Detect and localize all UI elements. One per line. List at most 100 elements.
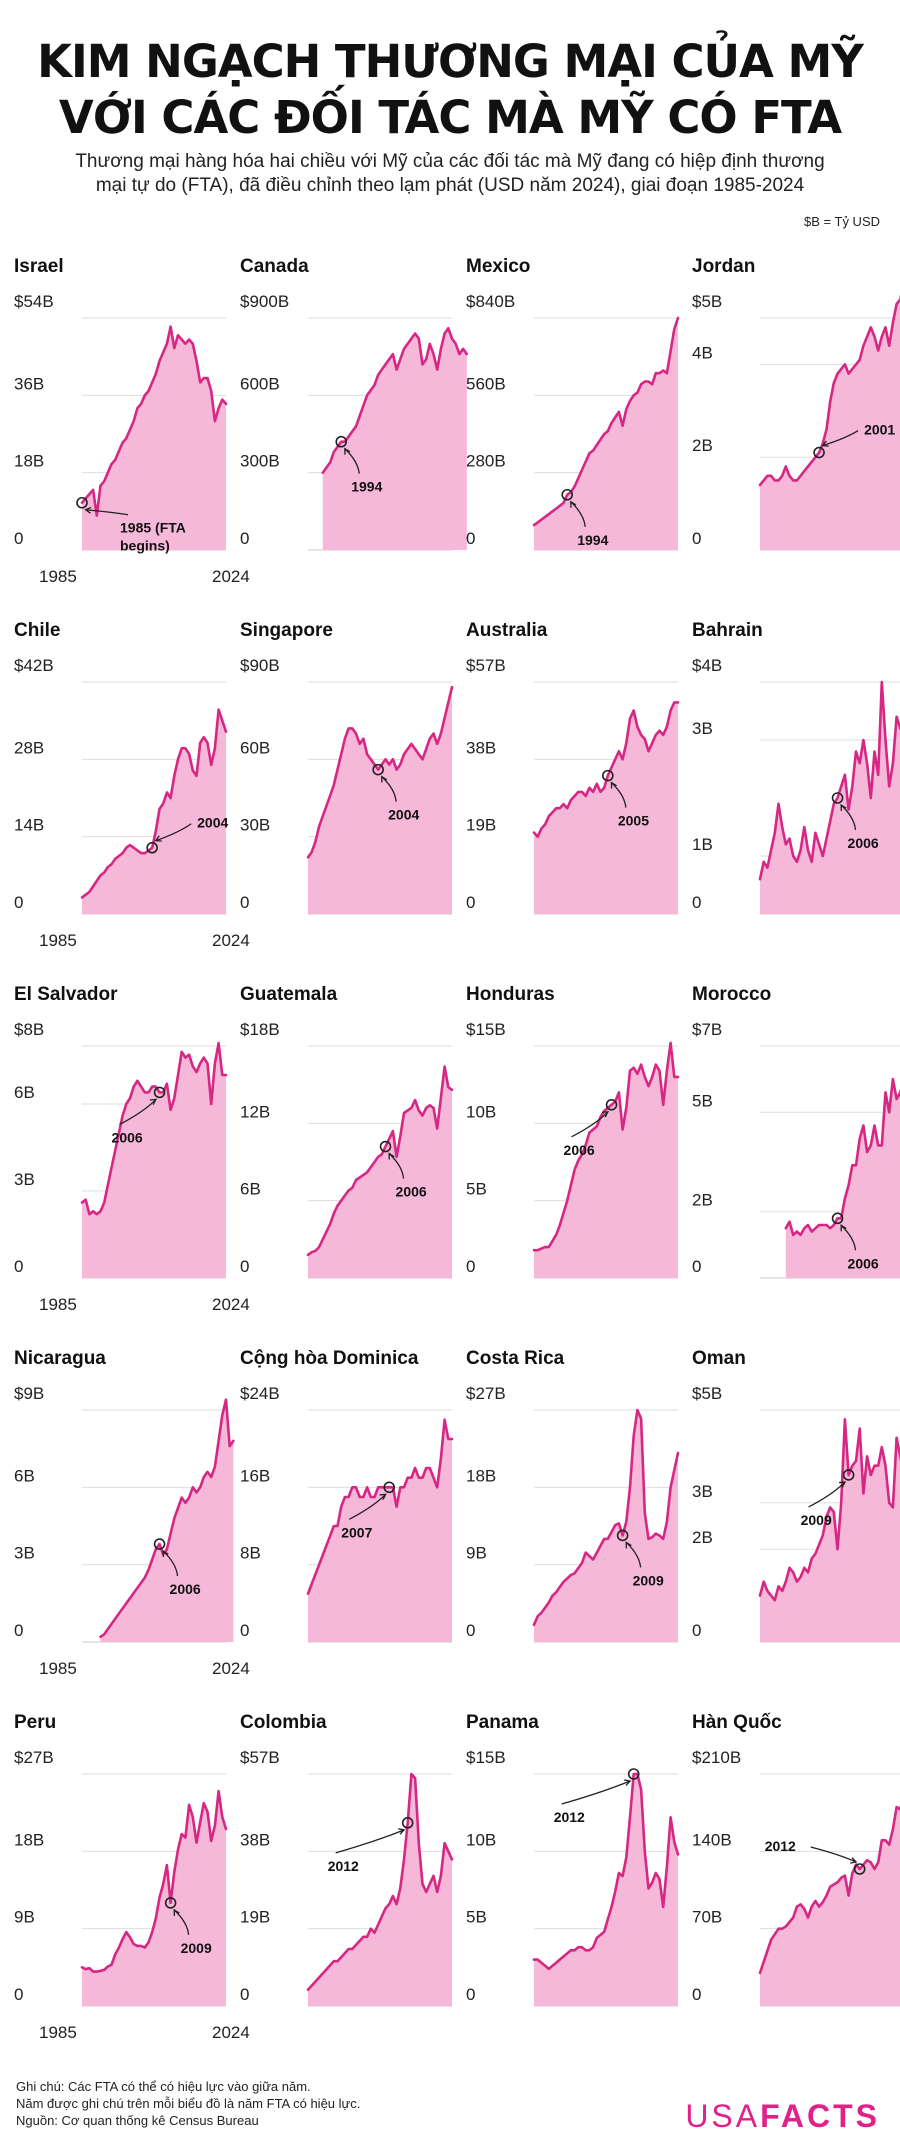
y-tick-label-peru: 18B: [14, 1830, 44, 1849]
y-tick-label-costa-rica: $27B: [466, 1384, 506, 1403]
annotation-arrow-chile: [155, 823, 192, 842]
annotation-arrowhead-nicaragua: [162, 1549, 169, 1558]
chart-title-jordan: Jordan: [692, 256, 755, 277]
unit-note: $B = Tỷ USD: [804, 214, 880, 229]
y-tick-label-costa-rica: 9B: [466, 1544, 487, 1563]
annotation-arrow-israel: [85, 509, 129, 516]
y-tick-label-colombia: 38B: [240, 1830, 270, 1849]
annotation-arrowhead-panama: [624, 1779, 632, 1786]
y-tick-label-han-quoc: $210B: [692, 1748, 741, 1767]
fta-marker-singapore: [372, 763, 384, 776]
y-tick-label-singapore: $90B: [240, 656, 280, 675]
fta-annotation-israel: 1985 (FTA: [120, 520, 186, 536]
y-tick-label-honduras: $15B: [466, 1020, 506, 1039]
fta-annotation-bahrain: 2006: [848, 835, 879, 851]
y-tick-label-cong-hoa-dominica: 16B: [240, 1466, 270, 1485]
y-tick-label-nicaragua: 3B: [14, 1544, 35, 1563]
footer-notes: Ghi chú: Các FTA có thể có hiệu lực vào …: [16, 2078, 360, 2129]
y-tick-label-panama: 10B: [466, 1830, 496, 1849]
footer-note-line: Năm được ghi chú trên mỗi biểu đồ là năm…: [16, 2096, 361, 2111]
y-tick-label-australia: 19B: [466, 816, 496, 835]
fta-annotation-han-quoc: 2012: [765, 1838, 796, 1854]
annotation-arrow-canada: [344, 448, 360, 474]
fta-annotation-peru: 2009: [181, 1940, 212, 1956]
y-tick-label-peru: 9B: [14, 1908, 35, 1927]
chart-title-morocco: Morocco: [692, 984, 771, 1005]
logo-text-usa: USA: [685, 2098, 761, 2134]
y-tick-label-mexico: 280B: [466, 452, 506, 471]
fta-annotation-australia: 2005: [618, 813, 649, 829]
series-line-mexico: [532, 316, 680, 527]
fta-marker-chile: [146, 841, 158, 854]
x-tick-label-nicaragua: 1985: [39, 1659, 77, 1678]
fta-marker-bahrain: [831, 792, 844, 804]
y-tick-label-jordan: 4B: [692, 343, 713, 362]
area-guatemala: [308, 1066, 452, 1278]
y-tick-label-el-salvador: 3B: [14, 1170, 35, 1189]
annotation-arrowhead-honduras: [601, 1111, 610, 1118]
y-tick-label-colombia: $57B: [240, 1748, 280, 1767]
y-tick-label-han-quoc: 140B: [692, 1830, 732, 1849]
series-line-cong-hoa-dominica: [306, 1418, 454, 1595]
y-tick-label-honduras: 5B: [466, 1180, 487, 1199]
fta-marker-mexico: [561, 488, 574, 501]
chart-title-cong-hoa-dominica: Cộng hòa Dominica: [240, 1348, 419, 1369]
annotation-arrow-colombia: [335, 1829, 405, 1854]
annotation-arrow-honduras: [571, 1111, 609, 1138]
fta-annotation-cong-hoa-dominica: 2007: [341, 1524, 372, 1540]
x-tick-label-el-salvador: 1985: [39, 1295, 77, 1314]
annotation-arrowhead-peru: [173, 1908, 180, 1916]
annotation-arrowhead-oman: [838, 1481, 847, 1488]
series-line-honduras: [532, 1041, 680, 1252]
y-tick-label-oman: 2B: [692, 1528, 713, 1547]
y-tick-label-costa-rica: 0: [466, 1621, 475, 1640]
fta-marker-jordan: [813, 446, 825, 459]
annotation-arrow-oman: [808, 1481, 846, 1508]
y-tick-label-israel: 18B: [14, 452, 44, 471]
fta-annotation-nicaragua: 2006: [170, 1581, 201, 1597]
y-tick-label-singapore: 30B: [240, 816, 270, 835]
series-line-oman: [758, 1418, 900, 1602]
annotation-arrow-nicaragua: [162, 1550, 179, 1577]
logo-text-facts: FACTS: [760, 2098, 880, 2134]
fta-marker-morocco: [831, 1212, 844, 1225]
y-tick-label-panama: $15B: [466, 1748, 506, 1767]
x-tick-label-peru: 1985: [39, 2023, 77, 2042]
annotation-arrowhead-jordan: [821, 440, 829, 447]
annotation-arrowhead-israel: [84, 506, 92, 514]
annotation-arrowhead-mexico: [570, 500, 577, 508]
series-line-costa-rica: [532, 1408, 680, 1627]
fta-marker-israel: [76, 496, 88, 509]
y-tick-label-bahrain: $4B: [692, 656, 722, 675]
fta-annotation-panama: 2012: [554, 1809, 585, 1825]
y-tick-label-han-quoc: 70B: [692, 1908, 722, 1927]
page-subtitle: Thương mại hàng hóa hai chiều với Mỹ của…: [55, 150, 845, 198]
page-title: KIM NGẠCH THƯƠNG MẠI CỦA MỸ VỚI CÁC ĐỐI …: [0, 34, 900, 146]
fta-annotation-costa-rica: 2009: [633, 1572, 664, 1588]
footer-source-line: Nguồn: Cơ quan thống kê Census Bureau: [16, 2113, 259, 2128]
y-tick-label-cong-hoa-dominica: 0: [240, 1621, 249, 1640]
fta-marker-honduras: [605, 1098, 618, 1111]
chart-title-panama: Panama: [466, 1712, 539, 1733]
fta-annotation-israel: begins): [120, 538, 170, 554]
fta-annotation-morocco: 2006: [848, 1255, 879, 1271]
fta-annotation-singapore: 2004: [388, 807, 419, 823]
y-tick-label-el-salvador: $8B: [14, 1020, 44, 1039]
annotation-arrow-panama: [561, 1780, 631, 1805]
chart-title-mexico: Mexico: [466, 256, 530, 277]
y-tick-label-australia: $57B: [466, 656, 506, 675]
fta-annotation-chile: 2004: [197, 815, 228, 831]
annotation-arrow-mexico: [570, 501, 586, 527]
x-tick-label-israel: 1985: [39, 567, 77, 586]
y-tick-label-oman: 3B: [692, 1482, 713, 1501]
title-line-2: VỚI CÁC ĐỐI TÁC MÀ MỸ CÓ FTA: [58, 91, 842, 144]
y-tick-label-israel: 0: [14, 529, 23, 548]
series-line-peru: [80, 1789, 228, 1973]
series-line-panama: [532, 1772, 680, 1971]
chart-title-el-salvador: El Salvador: [14, 984, 118, 1005]
area-bahrain: [760, 682, 900, 914]
chart-title-colombia: Colombia: [240, 1712, 327, 1733]
annotation-arrowhead-bahrain: [840, 803, 847, 812]
fta-marker-panama: [627, 1768, 640, 1780]
y-tick-label-honduras: 10B: [466, 1102, 496, 1121]
